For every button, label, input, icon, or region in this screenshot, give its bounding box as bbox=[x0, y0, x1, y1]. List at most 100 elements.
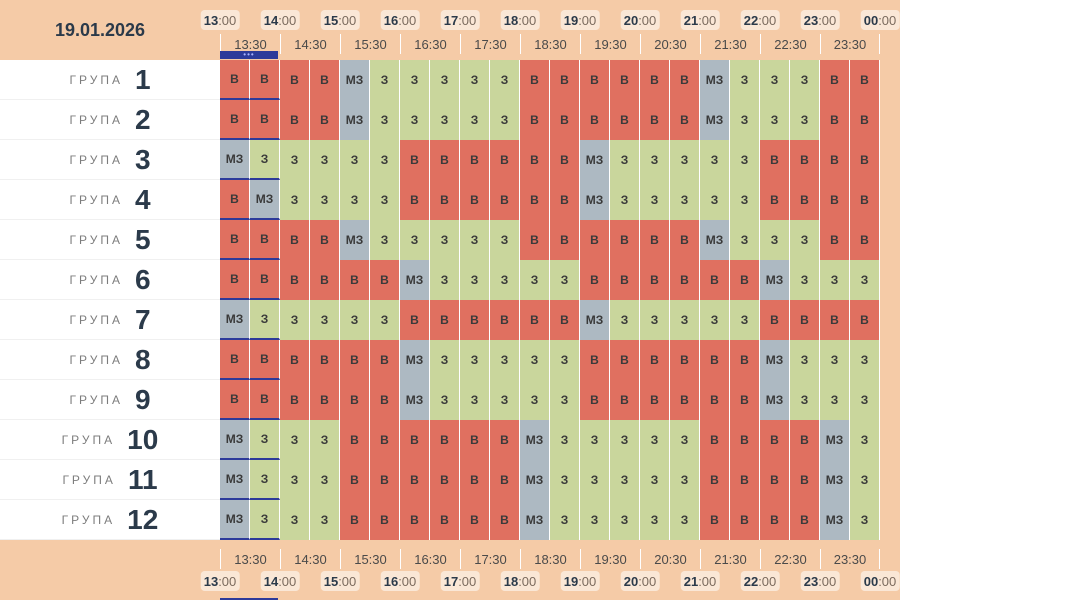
schedule-slot[interactable]: МЗ bbox=[520, 460, 550, 500]
schedule-slot[interactable]: МЗ bbox=[220, 140, 250, 180]
schedule-slot[interactable]: В bbox=[250, 260, 280, 300]
schedule-slot[interactable]: МЗ bbox=[820, 500, 850, 540]
schedule-slot[interactable]: В bbox=[700, 460, 730, 500]
schedule-slot[interactable]: З bbox=[730, 180, 760, 220]
schedule-slot[interactable]: В bbox=[220, 340, 250, 380]
schedule-slot[interactable]: В bbox=[370, 420, 400, 460]
schedule-slot[interactable]: МЗ bbox=[700, 60, 730, 100]
schedule-slot[interactable]: МЗ bbox=[520, 500, 550, 540]
schedule-slot[interactable]: МЗ bbox=[520, 420, 550, 460]
schedule-slot[interactable]: В bbox=[310, 260, 340, 300]
schedule-slot[interactable]: З bbox=[850, 420, 880, 460]
schedule-slot[interactable]: В bbox=[760, 500, 790, 540]
schedule-slot[interactable]: В bbox=[490, 500, 520, 540]
schedule-slot[interactable]: З bbox=[250, 420, 280, 460]
schedule-slot[interactable]: В bbox=[340, 260, 370, 300]
schedule-slot[interactable]: В bbox=[610, 260, 640, 300]
schedule-slot[interactable]: З bbox=[310, 500, 340, 540]
schedule-slot[interactable]: В bbox=[850, 60, 880, 100]
schedule-slot[interactable]: В bbox=[220, 380, 250, 420]
schedule-slot[interactable]: З bbox=[490, 260, 520, 300]
schedule-slot[interactable]: В bbox=[250, 380, 280, 420]
schedule-slot[interactable]: З bbox=[280, 460, 310, 500]
schedule-slot[interactable]: В bbox=[640, 340, 670, 380]
schedule-slot[interactable]: З bbox=[310, 460, 340, 500]
schedule-slot[interactable]: З bbox=[460, 220, 490, 260]
schedule-slot[interactable]: З bbox=[850, 260, 880, 300]
schedule-slot[interactable]: В bbox=[430, 300, 460, 340]
schedule-slot[interactable]: З bbox=[850, 340, 880, 380]
schedule-slot[interactable]: В bbox=[850, 220, 880, 260]
schedule-slot[interactable]: З bbox=[400, 60, 430, 100]
schedule-slot[interactable]: В bbox=[370, 260, 400, 300]
schedule-slot[interactable]: В bbox=[580, 380, 610, 420]
schedule-slot[interactable]: В bbox=[610, 100, 640, 140]
schedule-slot[interactable]: В bbox=[220, 260, 250, 300]
schedule-slot[interactable]: З bbox=[430, 100, 460, 140]
schedule-slot[interactable]: З bbox=[730, 220, 760, 260]
schedule-slot[interactable]: МЗ bbox=[250, 180, 280, 220]
schedule-slot[interactable]: В bbox=[340, 500, 370, 540]
schedule-slot[interactable]: В bbox=[670, 220, 700, 260]
schedule-slot[interactable]: В bbox=[820, 180, 850, 220]
schedule-slot[interactable]: В bbox=[490, 420, 520, 460]
schedule-slot[interactable]: В bbox=[520, 60, 550, 100]
schedule-slot[interactable]: З bbox=[820, 260, 850, 300]
schedule-slot[interactable]: В bbox=[340, 340, 370, 380]
schedule-slot[interactable]: З bbox=[550, 380, 580, 420]
schedule-slot[interactable]: В bbox=[820, 140, 850, 180]
schedule-slot[interactable]: В bbox=[490, 460, 520, 500]
schedule-slot[interactable]: В bbox=[790, 140, 820, 180]
schedule-slot[interactable]: В bbox=[400, 140, 430, 180]
schedule-slot[interactable]: З bbox=[760, 100, 790, 140]
schedule-slot[interactable]: З bbox=[430, 260, 460, 300]
schedule-slot[interactable]: З bbox=[280, 300, 310, 340]
schedule-slot[interactable]: З bbox=[850, 460, 880, 500]
schedule-slot[interactable]: З bbox=[790, 260, 820, 300]
schedule-slot[interactable]: З bbox=[250, 300, 280, 340]
schedule-slot[interactable]: З bbox=[610, 180, 640, 220]
schedule-slot[interactable]: З bbox=[550, 460, 580, 500]
schedule-slot[interactable]: З bbox=[280, 420, 310, 460]
schedule-slot[interactable]: МЗ bbox=[220, 420, 250, 460]
schedule-slot[interactable]: В bbox=[670, 260, 700, 300]
schedule-slot[interactable]: В bbox=[460, 500, 490, 540]
schedule-slot[interactable]: З bbox=[730, 60, 760, 100]
schedule-slot[interactable]: В bbox=[400, 460, 430, 500]
schedule-slot[interactable]: З bbox=[580, 500, 610, 540]
schedule-slot[interactable]: З bbox=[760, 60, 790, 100]
schedule-slot[interactable]: В bbox=[700, 420, 730, 460]
schedule-slot[interactable]: В bbox=[520, 100, 550, 140]
schedule-slot[interactable]: З bbox=[250, 500, 280, 540]
schedule-slot[interactable]: МЗ bbox=[220, 300, 250, 340]
schedule-slot[interactable]: В bbox=[700, 260, 730, 300]
schedule-slot[interactable]: З bbox=[550, 500, 580, 540]
schedule-slot[interactable]: В bbox=[850, 140, 880, 180]
schedule-slot[interactable]: МЗ bbox=[760, 340, 790, 380]
schedule-slot[interactable]: З bbox=[610, 140, 640, 180]
schedule-slot[interactable]: В bbox=[220, 60, 250, 100]
schedule-slot[interactable]: З bbox=[370, 180, 400, 220]
schedule-slot[interactable]: З bbox=[730, 140, 760, 180]
schedule-slot[interactable]: В bbox=[520, 220, 550, 260]
schedule-slot[interactable]: З bbox=[430, 220, 460, 260]
schedule-slot[interactable]: З bbox=[490, 380, 520, 420]
schedule-slot[interactable]: В bbox=[580, 340, 610, 380]
schedule-slot[interactable]: З bbox=[580, 460, 610, 500]
schedule-slot[interactable]: МЗ bbox=[820, 420, 850, 460]
schedule-slot[interactable]: В bbox=[580, 260, 610, 300]
schedule-slot[interactable]: З bbox=[790, 60, 820, 100]
schedule-slot[interactable]: В bbox=[220, 220, 250, 260]
schedule-slot[interactable]: В bbox=[310, 340, 340, 380]
schedule-slot[interactable]: З bbox=[280, 500, 310, 540]
schedule-slot[interactable]: З bbox=[700, 300, 730, 340]
schedule-slot[interactable]: З bbox=[310, 180, 340, 220]
schedule-slot[interactable]: В bbox=[580, 100, 610, 140]
schedule-slot[interactable]: З bbox=[550, 420, 580, 460]
schedule-slot[interactable]: З bbox=[280, 180, 310, 220]
schedule-slot[interactable]: В bbox=[640, 220, 670, 260]
schedule-slot[interactable]: З bbox=[820, 340, 850, 380]
schedule-slot[interactable]: В bbox=[460, 460, 490, 500]
schedule-slot[interactable]: В bbox=[790, 180, 820, 220]
schedule-slot[interactable]: В bbox=[700, 380, 730, 420]
